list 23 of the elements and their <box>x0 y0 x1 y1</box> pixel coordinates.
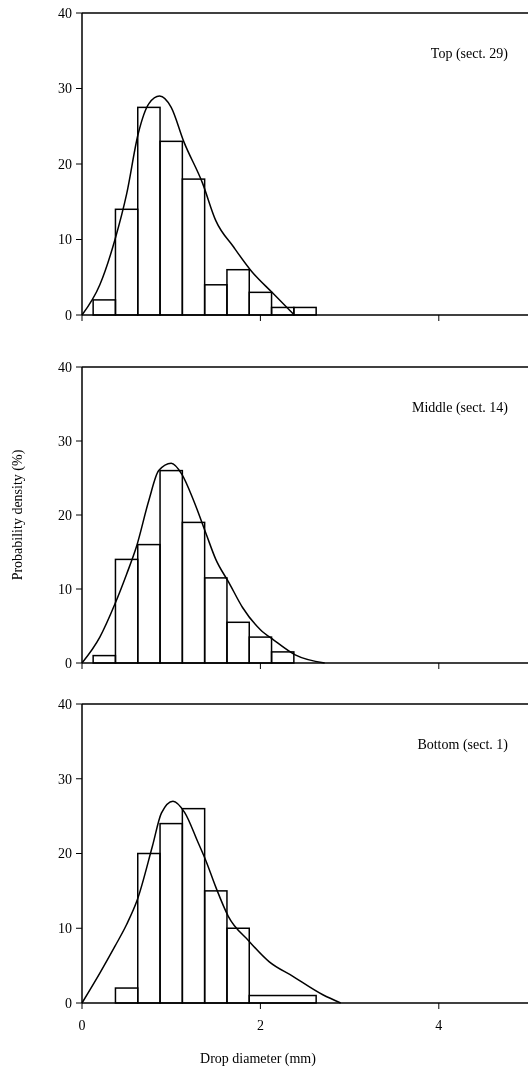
y-tick-label: 20 <box>58 156 72 172</box>
y-tick-label: 40 <box>58 5 72 21</box>
text: Top (sect. 29) <box>430 46 509 62</box>
y-tick-label: 30 <box>58 433 72 449</box>
x-axis-title: Drop diameter (mm) <box>200 1051 317 1067</box>
text: Middle (sect. 14) <box>411 400 509 416</box>
x-tick-label: 2 <box>256 1018 264 1033</box>
x-tick-label: 0 <box>78 1018 86 1033</box>
y-tick-label: 20 <box>58 507 72 523</box>
y-tick-label: 30 <box>58 81 72 97</box>
y-axis-title: Probability density (%) <box>10 449 26 581</box>
y-tick-label: 10 <box>58 581 72 597</box>
y-tick-label: 0 <box>65 995 72 1011</box>
y-tick-label: 40 <box>58 359 72 375</box>
y-tick-label: 40 <box>58 696 72 712</box>
text: Bottom (sect. 1) <box>417 737 509 753</box>
y-tick-label: 10 <box>58 232 72 248</box>
x-tick-label: 4 <box>435 1018 443 1033</box>
y-tick-label: 0 <box>65 655 72 671</box>
y-tick-label: 20 <box>58 846 72 862</box>
y-tick-label: 0 <box>65 307 72 323</box>
y-tick-label: 30 <box>58 771 72 787</box>
y-tick-label: 10 <box>58 921 72 937</box>
